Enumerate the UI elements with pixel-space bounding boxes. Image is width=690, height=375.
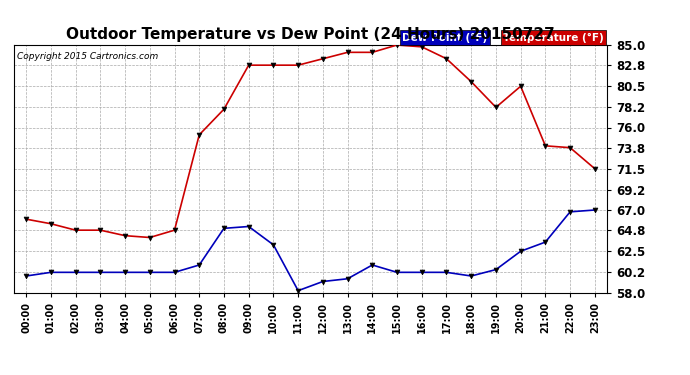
Text: Dew Point (°F): Dew Point (°F) bbox=[402, 33, 488, 42]
Text: Temperature (°F): Temperature (°F) bbox=[504, 33, 604, 42]
Title: Outdoor Temperature vs Dew Point (24 Hours) 20150727: Outdoor Temperature vs Dew Point (24 Hou… bbox=[66, 27, 555, 42]
Text: Copyright 2015 Cartronics.com: Copyright 2015 Cartronics.com bbox=[17, 53, 158, 62]
